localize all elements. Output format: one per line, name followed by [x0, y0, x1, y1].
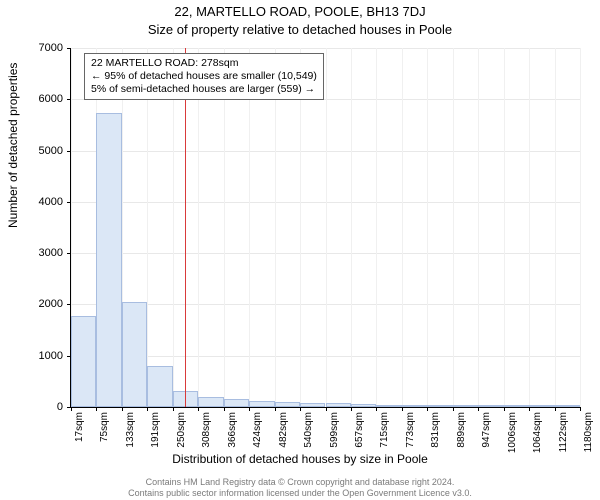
xtick-mark	[122, 407, 123, 411]
ytick-label: 4000	[13, 196, 63, 208]
ytick-label: 2000	[13, 298, 63, 310]
xtick-mark	[504, 407, 505, 411]
histogram-bar	[555, 405, 580, 407]
xtick-mark	[198, 407, 199, 411]
gridline-v	[351, 48, 352, 407]
gridline-v	[376, 48, 377, 407]
histogram-bar	[427, 405, 452, 407]
xtick-mark	[249, 407, 250, 411]
xtick-mark	[376, 407, 377, 411]
histogram-bar	[453, 405, 478, 407]
ytick-label: 7000	[13, 42, 63, 54]
ytick-label: 5000	[13, 145, 63, 157]
gridline-v	[453, 48, 454, 407]
annotation-line: 5% of semi-detached houses are larger (5…	[91, 83, 317, 96]
histogram-plot: 17sqm75sqm133sqm191sqm250sqm308sqm366sqm…	[70, 48, 580, 408]
gridline-v	[478, 48, 479, 407]
xtick-mark	[453, 407, 454, 411]
xtick-mark	[300, 407, 301, 411]
histogram-bar	[300, 403, 325, 407]
footer-line-1: Contains HM Land Registry data © Crown c…	[0, 477, 600, 487]
xtick-mark	[224, 407, 225, 411]
xtick-mark	[173, 407, 174, 411]
xtick-mark	[580, 407, 581, 411]
histogram-bar	[275, 402, 300, 407]
marker-line	[185, 48, 186, 407]
histogram-bar	[224, 399, 249, 407]
xtick-mark	[402, 407, 403, 411]
xtick-mark	[555, 407, 556, 411]
xtick-mark	[71, 407, 72, 411]
xtick-mark	[478, 407, 479, 411]
gridline-v	[529, 48, 530, 407]
histogram-bar	[122, 302, 147, 407]
page-title-line2: Size of property relative to detached ho…	[0, 22, 600, 37]
gridline-v	[198, 48, 199, 407]
gridline-v	[402, 48, 403, 407]
gridline-v	[275, 48, 276, 407]
annotation-line: 22 MARTELLO ROAD: 278sqm	[91, 57, 317, 70]
ytick-label: 1000	[13, 350, 63, 362]
xtick-mark	[147, 407, 148, 411]
annotation-line: ← 95% of detached houses are smaller (10…	[91, 70, 317, 83]
xtick-mark	[275, 407, 276, 411]
gridline-v	[326, 48, 327, 407]
histogram-bar	[351, 404, 376, 407]
xtick-mark	[529, 407, 530, 411]
histogram-bar	[71, 316, 96, 407]
xtick-mark	[326, 407, 327, 411]
gridline-v	[427, 48, 428, 407]
gridline-v	[555, 48, 556, 407]
histogram-bar	[504, 405, 529, 407]
histogram-bar	[96, 113, 121, 407]
histogram-bar	[478, 405, 503, 407]
annotation-box: 22 MARTELLO ROAD: 278sqm← 95% of detache…	[84, 53, 324, 100]
histogram-bar	[376, 405, 401, 407]
ytick-label: 3000	[13, 247, 63, 259]
histogram-bar	[529, 405, 554, 407]
ytick-label: 0	[13, 401, 63, 413]
gridline-v	[504, 48, 505, 407]
histogram-bar	[402, 405, 427, 407]
gridline-v	[580, 48, 581, 407]
page-title-line1: 22, MARTELLO ROAD, POOLE, BH13 7DJ	[0, 4, 600, 19]
footer-attribution: Contains HM Land Registry data © Crown c…	[0, 477, 600, 498]
x-axis-label: Distribution of detached houses by size …	[0, 452, 600, 466]
gridline-v	[173, 48, 174, 407]
histogram-bar	[249, 401, 274, 407]
ytick-label: 6000	[13, 93, 63, 105]
xtick-mark	[427, 407, 428, 411]
gridline-v	[224, 48, 225, 407]
histogram-bar	[198, 397, 223, 407]
gridline-v	[249, 48, 250, 407]
histogram-bar	[147, 366, 172, 407]
histogram-bar	[326, 403, 351, 407]
xtick-mark	[351, 407, 352, 411]
footer-line-2: Contains public sector information licen…	[0, 488, 600, 498]
gridline-v	[300, 48, 301, 407]
xtick-mark	[96, 407, 97, 411]
